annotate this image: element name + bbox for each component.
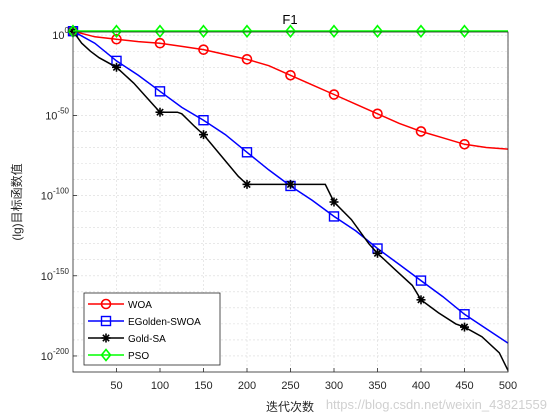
x-tick-label: 400 bbox=[412, 380, 430, 392]
x-tick-label: 500 bbox=[499, 380, 517, 392]
series-marker bbox=[197, 24, 210, 38]
x-tick-label: 200 bbox=[238, 380, 256, 392]
series-marker bbox=[111, 33, 122, 45]
series-marker bbox=[328, 211, 340, 222]
legend-entry: Gold-SA bbox=[88, 333, 166, 345]
legend-marker bbox=[101, 333, 111, 343]
legend-label: PSO bbox=[128, 351, 149, 362]
series-marker bbox=[415, 126, 427, 137]
series-marker bbox=[286, 179, 295, 189]
series-marker bbox=[154, 37, 166, 49]
series-line bbox=[72, 30, 509, 371]
y-tick-label: 10-200 bbox=[41, 347, 70, 363]
y-tick-label: 10-100 bbox=[41, 187, 70, 203]
x-axis-label: 迭代次数 bbox=[266, 399, 314, 414]
series-marker bbox=[198, 44, 209, 55]
x-tick-label: 150 bbox=[194, 380, 212, 392]
y-axis-label: (lg)目标函数值 bbox=[9, 163, 24, 240]
series-marker bbox=[155, 107, 165, 117]
series-marker bbox=[371, 24, 384, 38]
y-tick-label: 10-50 bbox=[45, 106, 69, 122]
x-tick-label: 350 bbox=[368, 380, 386, 392]
chart-title: F1 bbox=[282, 12, 297, 27]
series-marker bbox=[372, 108, 383, 120]
marker-stroke bbox=[330, 198, 338, 206]
legend: WOA EGolden-SWOA Gold-SA PSO bbox=[83, 292, 221, 366]
series-line bbox=[72, 30, 509, 150]
series-marker bbox=[415, 24, 427, 38]
series-marker bbox=[328, 24, 340, 38]
series-marker bbox=[459, 138, 470, 150]
y-axis-ticks: 100 10-50 10-100 10-150 10-200 bbox=[41, 26, 77, 363]
marker-stroke bbox=[243, 180, 251, 189]
legend-label: WOA bbox=[128, 300, 152, 311]
series-marker bbox=[154, 24, 166, 38]
series-marker bbox=[112, 62, 121, 72]
series-marker bbox=[198, 115, 209, 126]
watermark: https://blog.csdn.net/weixin_43821559 bbox=[326, 397, 547, 412]
series-marker bbox=[285, 70, 296, 81]
series-marker bbox=[242, 179, 252, 189]
marker-stroke bbox=[199, 130, 208, 139]
legend-entry: PSO bbox=[88, 348, 149, 362]
series-marker bbox=[241, 24, 253, 38]
series-gold-sa bbox=[68, 26, 509, 371]
x-tick-label: 250 bbox=[281, 380, 299, 392]
series-woa bbox=[67, 25, 509, 150]
y-tick-label: 10-150 bbox=[41, 267, 70, 283]
legend-box bbox=[83, 292, 221, 366]
marker-stroke bbox=[417, 296, 425, 304]
legend-entry: WOA bbox=[88, 298, 152, 311]
series-marker bbox=[415, 275, 427, 286]
series-marker bbox=[110, 24, 123, 38]
series-marker bbox=[284, 24, 297, 38]
marker-stroke bbox=[286, 180, 295, 189]
series-marker bbox=[154, 86, 166, 97]
x-tick-label: 450 bbox=[455, 380, 473, 392]
legend-marker bbox=[100, 298, 112, 310]
legend-marker bbox=[100, 348, 112, 362]
legend-label: Gold-SA bbox=[128, 334, 166, 345]
marker-stroke bbox=[112, 63, 121, 71]
x-tick-label: 300 bbox=[325, 380, 343, 392]
legend-label: EGolden-SWOA bbox=[128, 317, 201, 328]
legend-marker bbox=[100, 315, 112, 327]
series-marker bbox=[373, 248, 382, 258]
series-marker bbox=[329, 197, 339, 207]
series-marker bbox=[241, 53, 253, 65]
series-marker bbox=[328, 89, 340, 100]
x-axis-ticks: 50 100 150 200 250 300 350 400 450 500 bbox=[110, 368, 517, 392]
series-marker bbox=[458, 24, 471, 38]
series-marker bbox=[416, 295, 426, 305]
x-tick-label: 50 bbox=[110, 380, 122, 392]
series-marker bbox=[241, 147, 253, 158]
series-marker bbox=[459, 309, 470, 320]
series-marker bbox=[460, 322, 469, 332]
marker-stroke bbox=[156, 108, 164, 116]
marker-stroke bbox=[460, 323, 469, 331]
marker-stroke bbox=[102, 334, 110, 342]
y-tick-label: 100 bbox=[52, 26, 69, 42]
legend-entry: EGolden-SWOA bbox=[88, 315, 201, 328]
marker-stroke bbox=[373, 249, 382, 258]
series-marker bbox=[199, 130, 208, 140]
x-tick-label: 100 bbox=[151, 380, 169, 392]
